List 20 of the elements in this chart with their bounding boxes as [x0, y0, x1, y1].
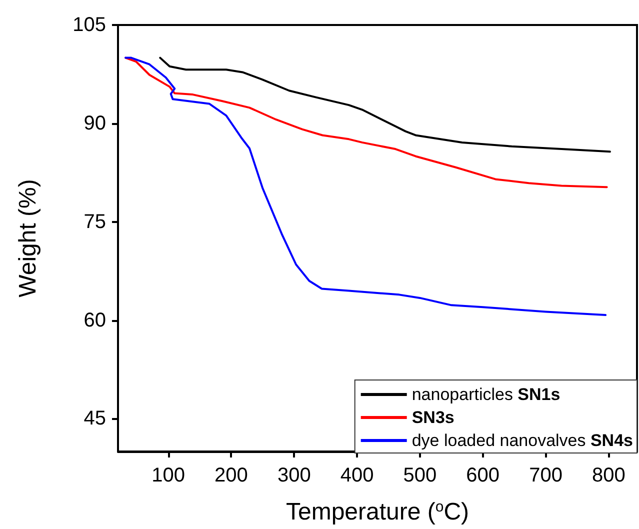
x-tick-label: 800 [592, 464, 626, 486]
x-tick-label: 200 [214, 464, 248, 486]
legend-label: dye loaded nanovalves SN4s [412, 431, 634, 450]
line-series [124, 56, 608, 188]
x-tick-label: 400 [340, 464, 374, 486]
y-tick-label: 45 [84, 408, 106, 430]
line-series [124, 56, 607, 316]
y-tick-label: 105 [72, 14, 106, 36]
x-tick-label: 100 [152, 464, 186, 486]
x-tick-label: 600 [466, 464, 500, 486]
x-tick-label: 300 [277, 464, 311, 486]
y-tick-label: 75 [84, 210, 106, 233]
legend-label: SN3s [412, 408, 454, 427]
y-tick-label: 90 [84, 112, 106, 134]
line-series [159, 56, 611, 153]
y-tick-label: 60 [84, 309, 106, 332]
x-tick-label: 700 [529, 464, 562, 486]
legend-label: nanoparticles SN1s [412, 385, 560, 404]
y-axis-title: Weight (%) [14, 179, 42, 298]
x-tick-label: 500 [403, 464, 437, 486]
